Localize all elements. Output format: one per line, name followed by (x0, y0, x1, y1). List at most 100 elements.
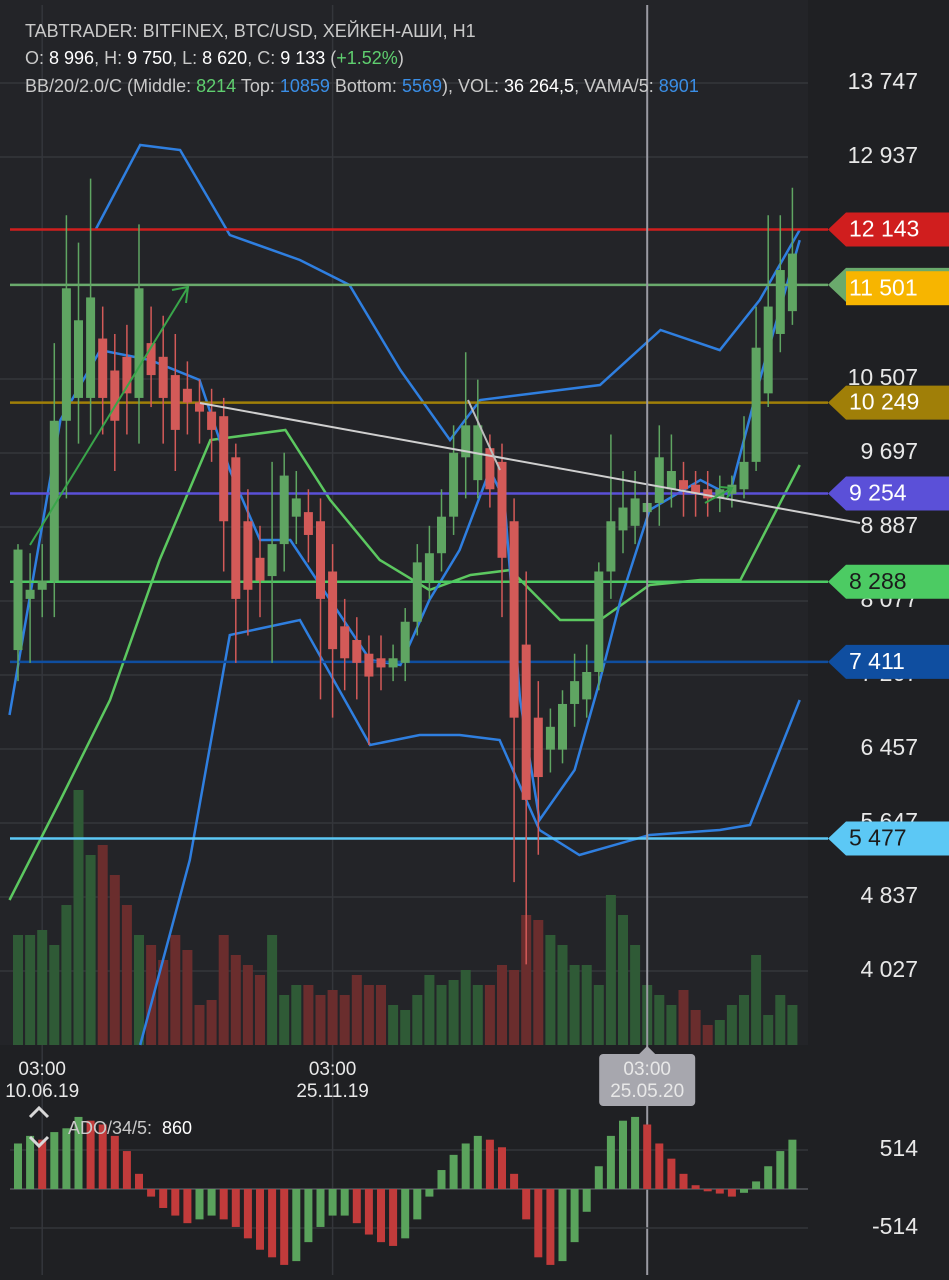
ado-bar (352, 1189, 361, 1224)
chevron-down (28, 1135, 50, 1149)
ado-bar (667, 1158, 676, 1190)
volume-bar (182, 950, 193, 1045)
volume-bar (109, 875, 120, 1045)
ado-bar (643, 1124, 652, 1190)
header-segment: ( (325, 48, 336, 68)
x-tick-label: 03:00 25.05.20 (610, 1059, 684, 1102)
last-price-label: 11 501 (849, 274, 918, 300)
x-tick-label-line: 10.06.19 (5, 1081, 79, 1102)
level-tag (828, 476, 949, 511)
ado-bar (764, 1166, 773, 1190)
x-tick-label-line: 25.05.20 (610, 1081, 684, 1102)
level-label: 10 249 (849, 389, 919, 415)
y-tick-label: 4 837 (860, 882, 918, 908)
header-segment: 9 133 (280, 48, 325, 68)
arrow-head (171, 285, 190, 304)
volume-bar (85, 855, 96, 1045)
volume-bar (25, 935, 36, 1045)
volume-bar (702, 1025, 713, 1045)
candle-body (449, 452, 459, 517)
candle-body (570, 681, 580, 704)
ado-bar (522, 1189, 531, 1220)
volume-bar (460, 970, 471, 1045)
volume-bar (678, 990, 689, 1045)
candle-body (751, 347, 761, 462)
candle-body (424, 553, 434, 581)
y-tick-label: 8 887 (860, 512, 918, 538)
header-segment: 5569 (402, 76, 442, 96)
candle-body (521, 644, 531, 800)
header-segment: ) (398, 48, 404, 68)
candle-body (328, 571, 338, 650)
volume-bar (630, 945, 641, 1045)
level-label: 9 254 (849, 480, 907, 506)
header-segment: , L: (172, 48, 202, 68)
panel-resize-toggle[interactable] (28, 1105, 50, 1149)
candle-body (497, 461, 507, 558)
crosshair-label-box (599, 1054, 696, 1106)
candle-body (231, 457, 241, 599)
ado-bar (461, 1143, 470, 1190)
volume-bar (654, 995, 665, 1045)
level-tag (828, 644, 949, 679)
volume-bar (605, 895, 616, 1045)
candle-body (98, 338, 108, 398)
trend-line (199, 402, 861, 524)
header-segment: 8 996 (49, 48, 94, 68)
volume-bar (787, 1005, 798, 1045)
candle-body (787, 253, 797, 312)
volume-bar (291, 985, 302, 1045)
ado-bar (195, 1189, 204, 1220)
header-segment: 36 264,5 (504, 76, 574, 96)
ado-bar (207, 1189, 216, 1216)
ado-bar (570, 1189, 579, 1243)
volume-bar (315, 995, 326, 1045)
indicator-line (94, 143, 801, 443)
x-tick-label: 03:00 25.11.19 (296, 1059, 369, 1102)
volume-bar (146, 945, 157, 1045)
candle-body (316, 521, 325, 599)
volume-bar (763, 1015, 774, 1045)
volume-bar (303, 985, 314, 1045)
indicator-line (138, 618, 801, 1046)
candle-body (303, 512, 313, 535)
candle-body (545, 726, 555, 750)
x-tick-label-line: 03:00 (623, 1059, 671, 1080)
volume-bar (714, 1020, 725, 1045)
y-tick-label: 4 027 (860, 956, 918, 982)
ado-bar (171, 1189, 180, 1216)
level-label: 5 477 (849, 825, 907, 851)
ado-bar (558, 1189, 567, 1262)
volume-bar (751, 955, 762, 1045)
volume-bar (545, 935, 556, 1045)
volume-bar (484, 985, 495, 1045)
candle-body (182, 388, 192, 403)
level-tag (828, 821, 949, 856)
candle-body (243, 521, 253, 590)
ado-bar (50, 1132, 59, 1190)
candle-body (86, 297, 96, 398)
header-segment: BB/20/2.0/C (Middle: (25, 76, 196, 96)
trend-segment (467, 399, 501, 471)
ado-bar (389, 1189, 398, 1246)
volume-bar (739, 995, 749, 1045)
ado-bar (110, 1135, 119, 1190)
volume-bar (388, 1005, 399, 1045)
ado-bar (582, 1189, 591, 1212)
candle-body (74, 320, 83, 398)
volume-bar (775, 995, 786, 1045)
volume-bar (436, 985, 447, 1045)
level-tag (828, 564, 949, 599)
header-segment: 10859 (280, 76, 330, 96)
candle-body (412, 562, 422, 622)
ado-bar (546, 1189, 555, 1265)
ado-bar (38, 1139, 47, 1190)
volume-bar (267, 935, 278, 1045)
ado-bar (292, 1189, 301, 1262)
volume-bar (533, 920, 544, 1045)
candle-body (461, 425, 471, 458)
ado-bar (328, 1189, 337, 1216)
candle-body (654, 457, 664, 503)
candle-body (122, 356, 132, 394)
candle-body (364, 653, 374, 677)
